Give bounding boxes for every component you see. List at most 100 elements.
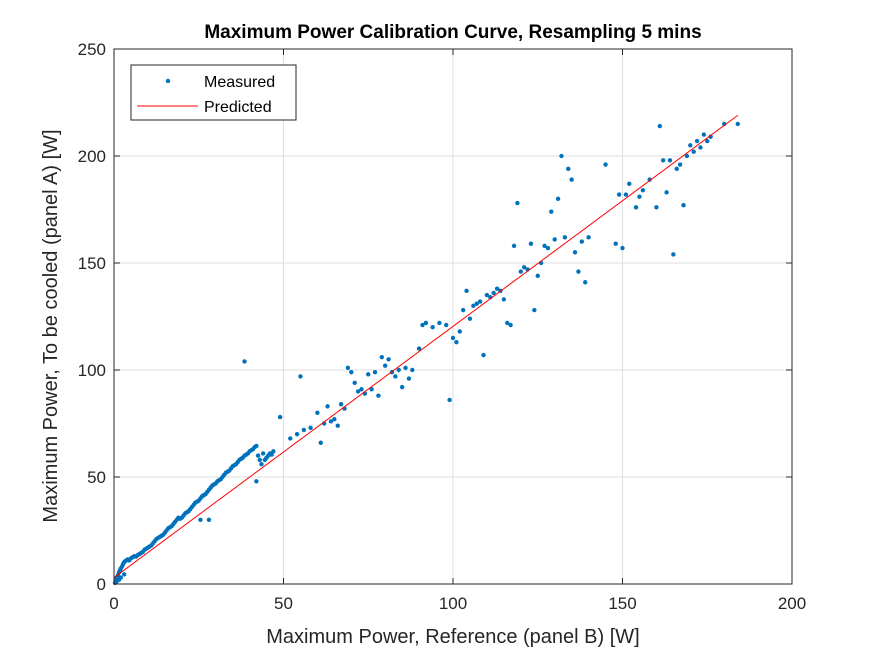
measured-point (664, 190, 669, 195)
measured-point (484, 292, 490, 298)
tick-layer: 0 50 100 150 200 0 50 100 150 200 250 (78, 40, 807, 613)
measured-point (349, 369, 354, 375)
measured-point (528, 241, 534, 246)
legend-predicted-label: Predicted (204, 99, 272, 116)
measured-point (684, 153, 690, 159)
measured-point (579, 239, 585, 244)
measured-point (549, 209, 554, 214)
measured-point (572, 250, 578, 255)
measured-point (366, 372, 371, 377)
measured-point (399, 384, 405, 390)
measured-point (114, 579, 119, 584)
legend: Measured Predicted (130, 64, 297, 121)
measured-point (242, 359, 247, 364)
measured-point (569, 177, 574, 182)
measured-point (406, 376, 412, 381)
series-layer (112, 114, 740, 586)
measured-point (335, 423, 340, 428)
measured-point (393, 374, 398, 379)
y-axis-label: Maximum Power, To be cooled (panel A) [W… (40, 129, 62, 522)
measured-point (460, 307, 466, 313)
measured-point (318, 440, 323, 445)
measured-point (328, 419, 334, 424)
measured-point (255, 453, 261, 458)
measured-point (447, 397, 452, 403)
measured-point (294, 432, 300, 437)
measured-point (254, 479, 259, 484)
y-tick-label: 250 (78, 40, 106, 59)
measured-point (559, 153, 564, 159)
measured-point (637, 194, 642, 199)
measured-point (660, 158, 666, 163)
measured-point (640, 188, 646, 193)
legend-box (130, 64, 297, 121)
measured-point (518, 269, 523, 274)
measured-point (494, 286, 500, 291)
measured-point (535, 273, 540, 279)
x-axis-label: Maximum Power, Reference (panel B) [W] (266, 626, 639, 648)
measured-point (420, 322, 425, 328)
measured-point (450, 335, 456, 341)
measured-point (698, 145, 703, 150)
measured-point (308, 425, 313, 430)
measured-point (198, 517, 203, 522)
x-tick-label: 50 (274, 594, 293, 613)
measured-point (206, 517, 212, 522)
measured-point (298, 374, 303, 379)
y-tick-label: 50 (87, 468, 106, 487)
measured-point (477, 299, 483, 304)
measured-point (705, 138, 710, 144)
x-tick-label: 0 (109, 594, 118, 613)
x-tick-label: 150 (608, 594, 636, 613)
measured-point (396, 367, 401, 373)
measured-point (260, 451, 266, 456)
measured-point (657, 123, 662, 129)
measured-point (271, 449, 276, 454)
measured-point (694, 138, 700, 144)
measured-point (532, 307, 537, 313)
measured-point (583, 280, 588, 285)
measured-point (257, 457, 262, 463)
measured-point (620, 245, 625, 251)
measured-point (379, 354, 385, 360)
measured-point (562, 235, 568, 240)
measured-point (301, 427, 307, 433)
measured-point (403, 365, 408, 371)
legend-measured-marker (165, 78, 171, 84)
measured-point (338, 402, 344, 407)
measured-point (254, 443, 259, 449)
measured-point (501, 297, 507, 302)
measured-point (457, 329, 462, 334)
measured-point (471, 303, 476, 308)
measured-point (667, 158, 673, 163)
measured-point (654, 205, 659, 210)
measured-point (386, 357, 391, 362)
measured-point (416, 346, 422, 351)
y-tick-label: 150 (78, 254, 106, 273)
measured-point (372, 369, 378, 375)
measured-point (277, 414, 283, 420)
legend-measured-label: Measured (204, 74, 275, 91)
measured-point (511, 243, 517, 249)
measured-point (681, 203, 686, 208)
measured-point (735, 121, 740, 127)
predicted-line (113, 114, 739, 578)
measured-point (410, 367, 415, 373)
measured-point (288, 436, 293, 441)
measured-point (623, 192, 629, 197)
measured-point (464, 288, 469, 294)
measured-point (359, 387, 364, 392)
measured-point (325, 404, 330, 409)
measured-point (688, 143, 693, 148)
measured-point (555, 196, 561, 201)
y-tick-label: 200 (78, 147, 106, 166)
measured-point (647, 177, 652, 182)
measured-point (259, 461, 264, 467)
measured-point (671, 252, 676, 257)
x-tick-label: 100 (439, 594, 467, 613)
measured-point (423, 320, 429, 326)
measured-point (454, 339, 459, 345)
measured-point (437, 320, 442, 326)
